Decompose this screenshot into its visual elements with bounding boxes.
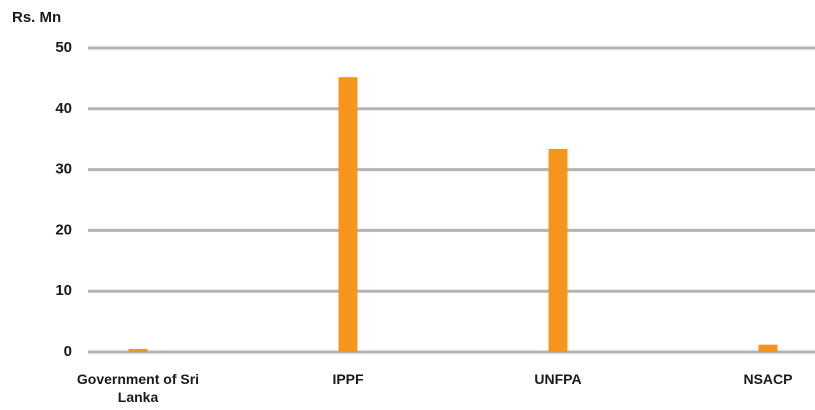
x-tick-label: Government of Sri Lanka <box>76 371 200 405</box>
bar <box>128 348 148 352</box>
x-tick-label-box: UNFPA <box>534 371 582 387</box>
y-tick-label: 30 <box>55 161 72 178</box>
y-tick-label: 50 <box>55 39 72 56</box>
y-tick-label: 20 <box>55 221 72 238</box>
bar <box>338 77 358 353</box>
x-tick-label-box: Government of Sri Lanka <box>76 371 200 405</box>
x-tick-label: UNFPA <box>534 371 582 387</box>
x-tick-label: NSACP <box>743 371 793 387</box>
y-tick-label: 40 <box>55 100 72 117</box>
y-tick-label: 10 <box>55 282 72 299</box>
x-tick-label: IPPF <box>332 371 364 387</box>
bar <box>548 148 568 352</box>
bar <box>758 344 778 352</box>
y-tick-label: 0 <box>64 343 72 360</box>
x-tick-label-box: IPPF <box>332 371 364 387</box>
y-axis-label: Rs. Mn <box>12 9 61 26</box>
x-tick-label-box: NSACP <box>743 371 793 387</box>
